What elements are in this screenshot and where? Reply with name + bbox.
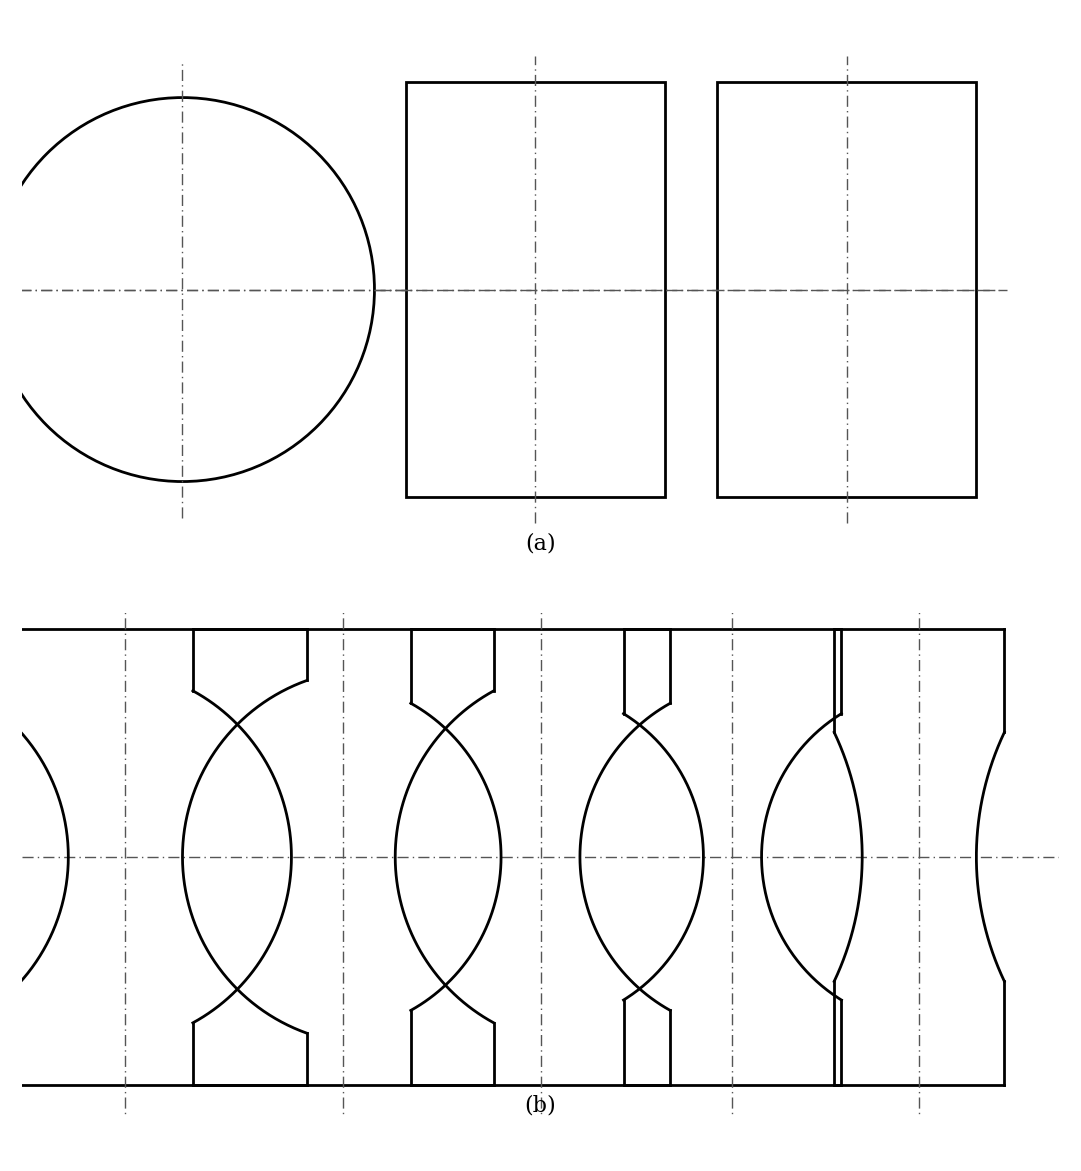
Bar xyxy=(405,82,665,498)
Text: (b): (b) xyxy=(524,1095,557,1117)
Bar xyxy=(717,82,976,498)
Text: (a): (a) xyxy=(525,533,556,555)
